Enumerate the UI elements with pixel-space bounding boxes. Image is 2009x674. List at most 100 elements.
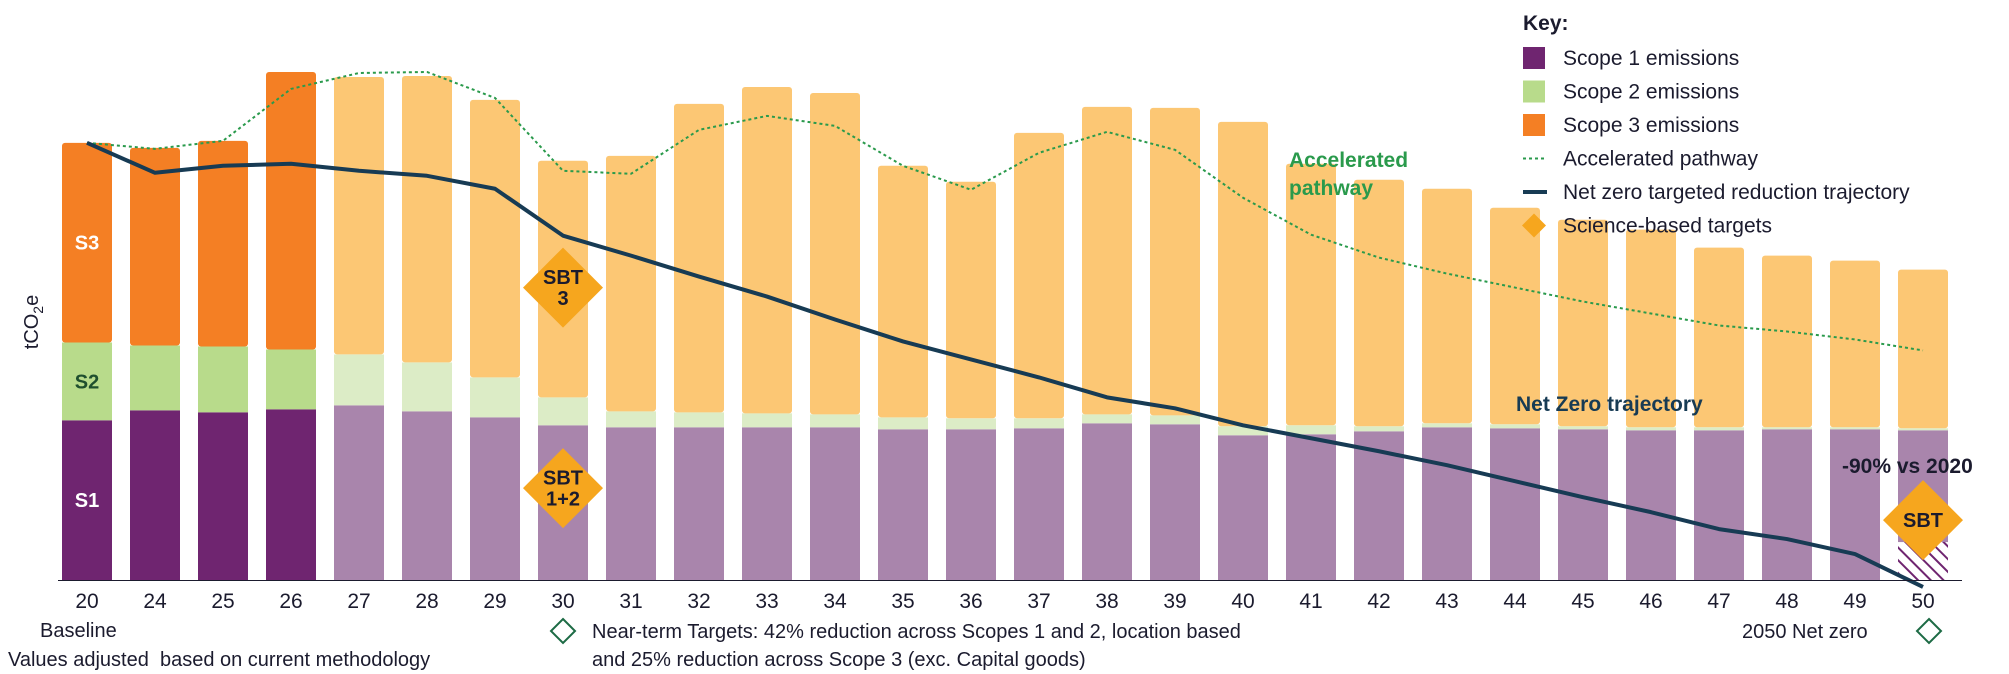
bar-s2-44 bbox=[1490, 424, 1540, 429]
legend-item: Scope 1 emissions bbox=[1523, 47, 1739, 70]
bar-s3-36 bbox=[946, 181, 996, 419]
x-tick-label: 42 bbox=[1367, 590, 1390, 613]
y-axis-label: tCO2e bbox=[21, 295, 46, 349]
bar-s3-20 bbox=[62, 142, 112, 343]
x-tick-label: 36 bbox=[959, 590, 982, 613]
x-tick-label: 29 bbox=[483, 590, 506, 613]
bar-s1-41 bbox=[1286, 434, 1336, 580]
sbt-marker-label: SBT bbox=[543, 267, 583, 289]
bar-s2-46 bbox=[1626, 427, 1676, 431]
bar-s3-27 bbox=[334, 76, 384, 355]
bar-s1-46 bbox=[1626, 430, 1676, 580]
bar-s2-20 bbox=[62, 342, 112, 421]
legend-item: Net zero targeted reduction trajectory bbox=[1523, 181, 1910, 204]
bar-s1-44 bbox=[1490, 428, 1540, 580]
bar-s1-37 bbox=[1014, 428, 1064, 580]
bar-s3-34 bbox=[810, 92, 860, 415]
legend-title: Key: bbox=[1523, 12, 1569, 35]
x-tick-label: 50 bbox=[1911, 590, 1934, 613]
x-tick-label: 45 bbox=[1571, 590, 1594, 613]
bar-s1-36 bbox=[946, 429, 996, 580]
legend-label: Scope 1 emissions bbox=[1563, 47, 1739, 70]
accelerated-pathway-annotation-line2: pathway bbox=[1289, 177, 1373, 200]
bar-s2-50 bbox=[1898, 428, 1948, 431]
bars-layer bbox=[62, 71, 1948, 580]
bar-s2-24 bbox=[130, 345, 180, 411]
bar-s2-39 bbox=[1150, 415, 1200, 425]
x-tick-label: 39 bbox=[1163, 590, 1186, 613]
legend-label: Scope 2 emissions bbox=[1563, 81, 1739, 104]
legend-label: Accelerated pathway bbox=[1563, 148, 1758, 171]
bar-s1-24 bbox=[130, 410, 180, 580]
x-tick-label: 41 bbox=[1299, 590, 1322, 613]
bar-s1-20 bbox=[62, 420, 112, 580]
legend: Key: Scope 1 emissions Scope 2 emissions S… bbox=[1522, 12, 1910, 238]
near-term-line1: Near-term Targets: 42% reduction across … bbox=[592, 621, 1241, 643]
bar-s3-39 bbox=[1150, 107, 1200, 416]
bar-s1-32 bbox=[674, 427, 724, 580]
bar-s3-25 bbox=[198, 140, 248, 347]
bar-s3-26 bbox=[266, 71, 316, 350]
bar-s2-49 bbox=[1830, 427, 1880, 430]
bar-s1-43 bbox=[1422, 427, 1472, 580]
bar-s2-25 bbox=[198, 346, 248, 413]
bar-s3-38 bbox=[1082, 106, 1132, 415]
bar-s3-47 bbox=[1694, 247, 1744, 428]
diamond-icon bbox=[1522, 213, 1546, 238]
bar-s2-35 bbox=[878, 417, 928, 430]
outline-diamond-icon bbox=[1915, 617, 1943, 645]
labels-layer: 20 24 25 26 27 28 29 30 31 32 33 34 35 36 37 38 39 40 41 42… bbox=[58, 233, 1962, 613]
legend-label: Net zero targeted reduction trajectory bbox=[1563, 181, 1910, 204]
bar-s2-47 bbox=[1694, 427, 1744, 431]
bar-s2-34 bbox=[810, 414, 860, 428]
x-tick-label: 35 bbox=[891, 590, 914, 613]
x-tick-label: 31 bbox=[619, 590, 642, 613]
x-tick-label: 30 bbox=[551, 590, 574, 613]
bar-s1-28 bbox=[402, 411, 452, 580]
x-tick-label: 38 bbox=[1095, 590, 1118, 613]
net-zero-2050-note: 2050 Net zero bbox=[1742, 617, 1943, 645]
x-tick-label: 34 bbox=[823, 590, 847, 613]
bar-s3-31 bbox=[606, 155, 656, 412]
bar-s3-24 bbox=[130, 147, 180, 346]
bar-s1-39 bbox=[1150, 424, 1200, 580]
accelerated-pathway-line bbox=[86, 70, 1924, 352]
sbt-marker-label: 1+2 bbox=[546, 489, 580, 511]
legend-swatch bbox=[1523, 47, 1545, 69]
series-label-s3: S3 bbox=[75, 233, 99, 255]
bar-s2-27 bbox=[334, 354, 384, 406]
sbt-marker-label: 3 bbox=[557, 288, 568, 310]
bar-s2-43 bbox=[1422, 423, 1472, 428]
bar-s2-36 bbox=[946, 418, 996, 430]
x-tick-label: 46 bbox=[1639, 590, 1662, 613]
bar-s2-37 bbox=[1014, 418, 1064, 429]
bar-s3-29 bbox=[470, 99, 520, 378]
bar-s3-33 bbox=[742, 86, 792, 414]
series-label-s2: S2 bbox=[75, 371, 99, 393]
bar-s1-47 bbox=[1694, 430, 1744, 580]
x-tick-label: 40 bbox=[1231, 590, 1254, 613]
legend-item: Accelerated pathway bbox=[1523, 148, 1758, 171]
diamond-icon bbox=[1883, 480, 1963, 561]
bar-s2-33 bbox=[742, 413, 792, 428]
x-tick-label: 43 bbox=[1435, 590, 1458, 613]
near-term-line2: and 25% reduction across Scope 3 (exc. C… bbox=[592, 649, 1086, 671]
bar-s2-40 bbox=[1218, 426, 1268, 436]
sbt-marker: SBT bbox=[1883, 480, 1963, 561]
bar-s1-25 bbox=[198, 412, 248, 580]
bar-s2-26 bbox=[266, 349, 316, 410]
diamond-icon bbox=[523, 247, 603, 328]
bar-s1-49 bbox=[1830, 429, 1880, 580]
bar-s1-27 bbox=[334, 405, 384, 580]
x-tick-label: 47 bbox=[1707, 590, 1730, 613]
bar-s3-41 bbox=[1286, 163, 1336, 426]
x-tick-label: 32 bbox=[687, 590, 710, 613]
bar-s1-40 bbox=[1218, 435, 1268, 580]
bar-s3-43 bbox=[1422, 188, 1472, 424]
x-tick-label: 27 bbox=[347, 590, 370, 613]
bar-s2-32 bbox=[674, 412, 724, 428]
bar-s2-48 bbox=[1762, 427, 1812, 430]
bar-s2-28 bbox=[402, 362, 452, 412]
lines-layer bbox=[86, 70, 1924, 589]
